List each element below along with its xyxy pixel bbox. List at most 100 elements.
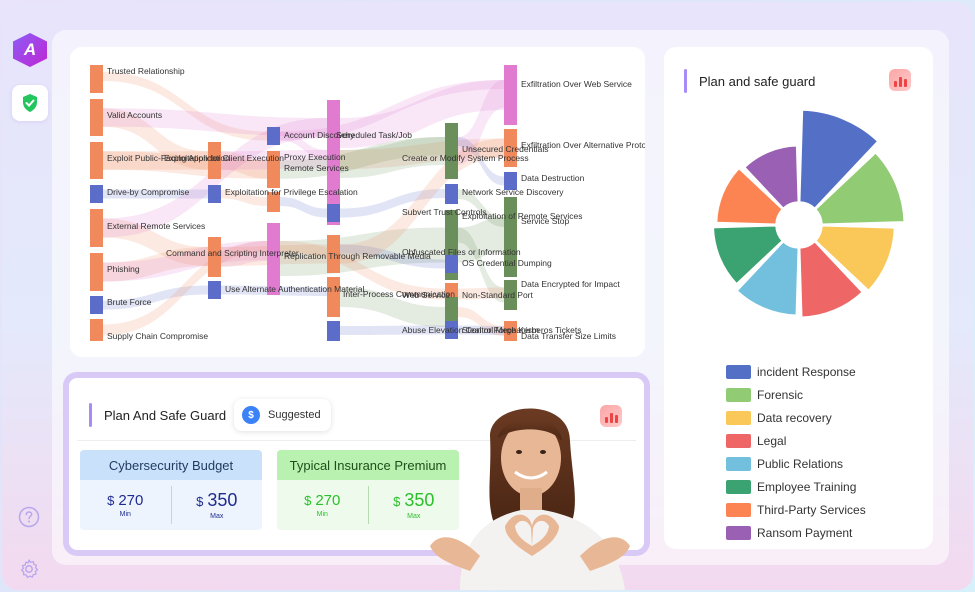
sankey-node-label: Exploitation for Privilege Escalation [225,187,358,197]
sankey-link [340,138,504,169]
legend-swatch [726,456,751,471]
legend-label: Data recovery [757,410,832,425]
legend-item[interactable]: Data recovery [726,406,866,429]
pie-slice[interactable] [712,224,784,285]
currency-symbol: $ [107,493,115,508]
sankey-link [221,241,267,267]
sankey-link [340,189,445,218]
card-title: Plan and safe guard [699,73,816,89]
legend-swatch [726,364,751,379]
sankey-node-label: Exploitation of Remote Services [462,211,582,221]
budget-max: $350 Max [170,486,263,524]
sankey-link [103,189,208,199]
sankey-link [340,244,445,269]
sankey-node-label: Create or Modify System Process [402,153,529,163]
suggested-badge[interactable]: $ Suggested [234,399,331,431]
legend-item[interactable]: Legal [726,429,866,452]
sankey-node [90,185,103,203]
sankey-link [280,137,445,179]
budget-title: Cybersecurity Budget [80,450,262,480]
divider [77,440,636,441]
sankey-node [90,142,103,179]
sidebar: A [2,2,58,590]
sankey-node-label: Exploit Public-Facing Application [107,153,230,163]
legend-swatch [726,525,751,540]
pie-slice[interactable] [743,145,800,210]
max-label: Max [210,513,224,520]
legend-label: Employee Training [757,479,857,494]
sankey-node [445,123,458,179]
legend-label: incident Response [757,364,856,379]
sankey-node [504,129,517,167]
sankey-node-label: Supply Chain Compromise [107,331,208,341]
sankey-node-label: External Remote Services [107,221,205,231]
legend-label: Forensic [757,387,804,402]
bar-chart-icon[interactable] [889,69,911,91]
cybersecurity-budget-box: Cybersecurity Budget $270 Min $350 Max [80,450,262,530]
min-label: Min [119,511,131,518]
sankey-link [458,217,504,263]
legend-swatch [726,502,751,517]
pie-slice[interactable] [736,240,800,317]
app-logo[interactable]: A [13,33,47,67]
title-accent [89,403,92,427]
sankey-node-label: Web Service [402,290,450,300]
sankey-node [267,151,280,188]
legend-swatch [726,410,751,425]
help-icon[interactable] [18,506,40,528]
sankey-node-label: Exfiltration Over Alternative Protocol [521,140,645,150]
pie-legend: incident Response Forensic Data recovery Le… [726,360,866,544]
sankey-node-label: Abuse Elevation Control Mechanism [402,325,539,335]
sankey-node [327,321,340,341]
legend-item[interactable]: Forensic [726,383,866,406]
insurance-premium-box: Typical Insurance Premium $270 Min $350 … [277,450,459,530]
sankey-node-label: Remote Services [284,163,349,173]
sankey-link [340,325,445,335]
sankey-node-label: Exfiltration Over Web Service [521,79,632,89]
legend-item[interactable]: Employee Training [726,475,866,498]
legend-item[interactable]: incident Response [726,360,866,383]
pie-slice[interactable] [715,167,784,226]
attack-flow-sankey: Trusted Relationship Valid Accounts Exploi… [90,65,645,341]
sankey-node-label: Command and Scripting Interpreter [166,248,299,258]
pie-slice[interactable] [798,240,864,318]
sankey-node [445,255,458,273]
pie-slice[interactable] [814,151,905,226]
sankey-node [90,209,103,247]
sankey-node [90,319,103,341]
nav-item-security[interactable] [12,85,48,121]
sankey-link [458,325,504,335]
sankey-node-label: Exploitation for Client Execution [164,153,284,163]
sankey-link [340,137,445,178]
sankey-node-label: Data Encrypted for Impact [521,279,620,289]
legend-item[interactable]: Public Relations [726,452,866,475]
legend-label: Third-Party Services [757,502,866,517]
sankey-node [504,65,517,125]
plan-safeguard-pie-card: Plan and safe guard incident Response For… [664,47,933,549]
sankey-node-label: Data Transfer Size Limits [521,331,616,341]
legend-item[interactable]: Third-Party Services [726,498,866,521]
card-title: Plan And Safe Guard [104,407,227,423]
premium-min: $270 Min [277,480,368,530]
pie-slice[interactable] [798,109,879,210]
title-accent [684,69,687,93]
sankey-node [90,65,103,93]
sankey-node-label: Non-Standard Port [462,290,534,300]
suggested-label: Suggested [268,409,321,421]
gear-icon[interactable] [18,558,40,580]
pie-slice[interactable] [814,224,896,292]
sankey-link [103,218,208,266]
sankey-node [504,197,517,277]
sankey-node-label: Subvert Trust Controls [402,207,487,217]
sankey-node-label: Use Alternate Authentication Material [225,284,364,294]
sankey-link [221,189,267,206]
sankey-node-label: Obfuscated Files or Information [402,247,521,257]
sankey-node [327,125,340,225]
bar-chart-icon[interactable] [600,405,622,427]
sankey-node-label: Data Destruction [521,173,585,183]
sankey-node [445,321,458,339]
min-label: Min [316,511,328,518]
sankey-link [280,197,327,218]
sankey-link [103,285,208,310]
legend-item[interactable]: Ransom Payment [726,521,866,544]
